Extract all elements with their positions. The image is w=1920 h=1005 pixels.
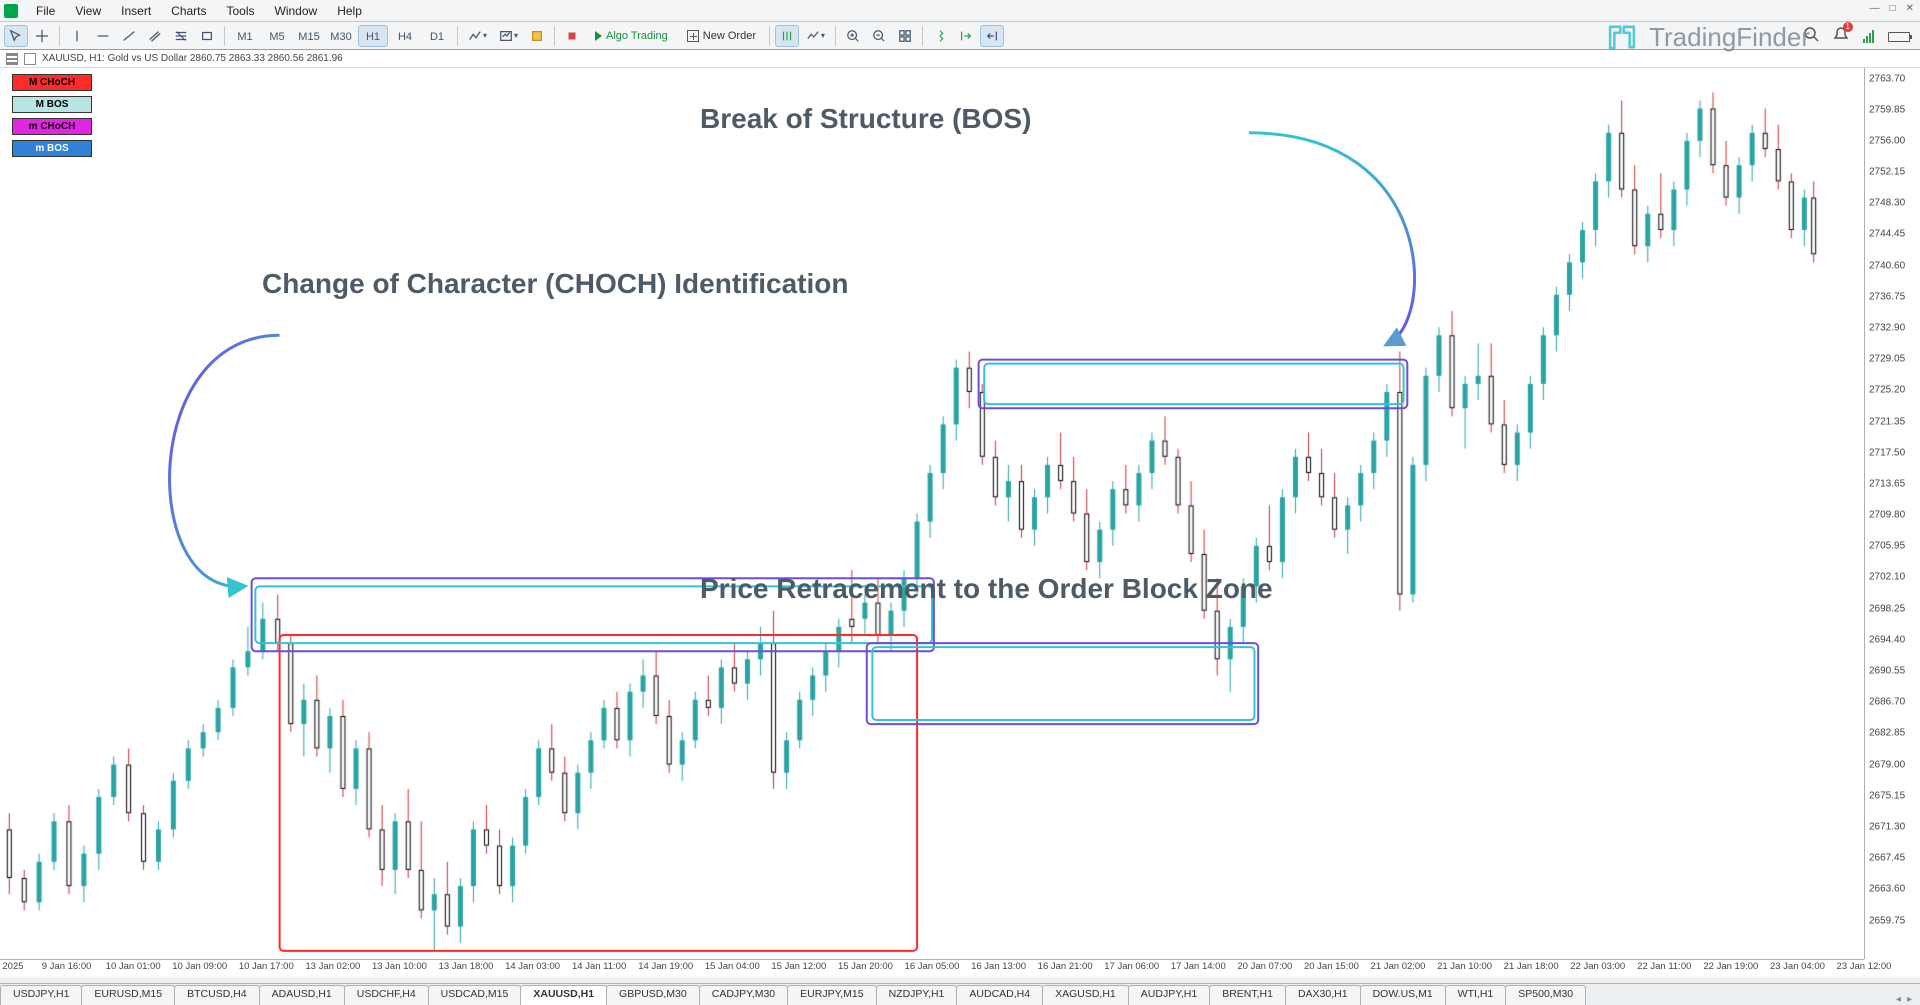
tab-usdjpy-h1[interactable]: USDJPY,H1 [0,985,82,1005]
legend: M CHoCH M BOS m CHoCH m BOS [12,74,92,157]
tab-wti-h1[interactable]: WTI,H1 [1445,985,1507,1005]
tab-nzdjpy-h1[interactable]: NZDJPY,H1 [876,985,958,1005]
zoom-out-icon[interactable] [867,25,891,47]
depth-icon[interactable] [775,25,799,47]
symbol-text: XAUUSD, H1: Gold vs US Dollar 2860.75 28… [42,53,343,64]
tab-cadjpy-m30[interactable]: CADJPY,M30 [699,985,788,1005]
legend-badge: m BOS [12,140,92,157]
tab-audcad-h4[interactable]: AUDCAD,H4 [956,985,1043,1005]
trade-panel-icon[interactable]: ▾ [801,25,830,47]
tab-brent-h1[interactable]: BRENT,H1 [1209,985,1286,1005]
fibo-tool-icon[interactable] [169,25,193,47]
strategy-icon[interactable] [560,25,584,47]
timeframe-m1[interactable]: M1 [230,25,260,47]
symbol-tabs: USDJPY,H1EURUSD,M15BTCUSD,H4ADAUSD,H1USD… [0,983,1920,1005]
crosshair-tool-icon[interactable] [30,25,54,47]
price-axis: 2763.702759.852756.002752.152748.302744.… [1864,68,1920,959]
time-axis: 9 Jan 20259 Jan 16:0010 Jan 01:0010 Jan … [0,959,1864,977]
menu-view[interactable]: View [65,2,111,20]
indicators-icon[interactable]: ▾ [494,25,523,47]
tab-adausd-h1[interactable]: ADAUSD,H1 [259,985,345,1005]
shift-end-icon[interactable] [954,25,978,47]
menu-charts[interactable]: Charts [161,2,216,20]
plus-icon [687,30,699,42]
battery-icon [1888,32,1910,42]
timeframe-m5[interactable]: M5 [262,25,292,47]
algo-trading-button[interactable]: Algo Trading [586,25,677,47]
tradingfinder-logo-icon [1605,20,1639,54]
menu-window[interactable]: Window [265,2,328,20]
legend-badge: M BOS [12,96,92,113]
tab-eurjpy-m15[interactable]: EURJPY,M15 [787,985,876,1005]
legend-badge: m CHoCH [12,118,92,135]
timeframe-m15[interactable]: M15 [294,25,324,47]
tab-btcusd-h4[interactable]: BTCUSD,H4 [174,985,260,1005]
tab-dow-us-m1[interactable]: DOW.US,M1 [1360,985,1446,1005]
overlay-annotations [0,68,1864,959]
menu-file[interactable]: File [26,2,65,20]
vline-tool-icon[interactable] [65,25,89,47]
new-order-button[interactable]: New Order [679,25,764,47]
zoom-in-icon[interactable] [841,25,865,47]
chart-area[interactable]: M CHoCHM BOSm CHoCHm BOS Change of Chara… [0,68,1920,977]
tab-xagusd-h1[interactable]: XAGUSD,H1 [1042,985,1129,1005]
timeframe-h4[interactable]: H4 [390,25,420,47]
status-icons: 1 [1803,26,1910,47]
tab-next-icon[interactable]: ▸ [1907,994,1912,1005]
tab-eurusd-m15[interactable]: EURUSD,M15 [81,985,175,1005]
templates-icon[interactable] [525,25,549,47]
maximize-icon[interactable]: □ [1890,3,1896,14]
chart-type-icon[interactable]: ▾ [463,25,492,47]
notification-badge: 1 [1843,22,1853,32]
timeframe-h1[interactable]: H1 [358,25,388,47]
close-icon[interactable]: ✕ [1906,3,1914,14]
tab-xauusd-h1[interactable]: XAUUSD,H1 [520,985,607,1005]
menu-tools[interactable]: Tools [217,2,265,20]
grid-icon[interactable] [893,25,917,47]
tab-gbpusd-m30[interactable]: GBPUSD,M30 [606,985,700,1005]
list-icon[interactable] [6,53,18,65]
rect-tool-icon[interactable] [195,25,219,47]
tradingfinder-watermark: TradingFinder [1605,20,1810,54]
menu-insert[interactable]: Insert [111,2,161,20]
minimize-icon[interactable]: — [1870,3,1880,14]
chart-shift-icon[interactable] [980,25,1004,47]
legend-badge: M CHoCH [12,74,92,91]
app-logo-icon [4,4,18,18]
menu-help[interactable]: Help [327,2,372,20]
hline-tool-icon[interactable] [91,25,115,47]
cursor-tool-icon[interactable] [4,25,28,47]
tab-prev-icon[interactable]: ◂ [1896,994,1901,1005]
channel-tool-icon[interactable] [143,25,167,47]
tab-audjpy-h1[interactable]: AUDJPY,H1 [1128,985,1210,1005]
chart-mini-icon[interactable] [24,53,36,65]
tab-dax30-h1[interactable]: DAX30,H1 [1285,985,1361,1005]
tab-usdcad-m15[interactable]: USDCAD,M15 [428,985,522,1005]
window-controls: — □ ✕ [1870,3,1914,14]
notifications-icon[interactable]: 1 [1833,26,1849,47]
timeframe-d1[interactable]: D1 [422,25,452,47]
signal-icon [1863,30,1874,43]
autoscroll-icon[interactable] [928,25,952,47]
trendline-tool-icon[interactable] [117,25,141,47]
tab-usdchf-h4[interactable]: USDCHF,H4 [344,985,429,1005]
timeframe-m30[interactable]: M30 [326,25,356,47]
tab-sp500-m30[interactable]: SP500,M30 [1505,985,1586,1005]
menu-bar: FileViewInsertChartsToolsWindowHelp — □ … [0,0,1920,22]
